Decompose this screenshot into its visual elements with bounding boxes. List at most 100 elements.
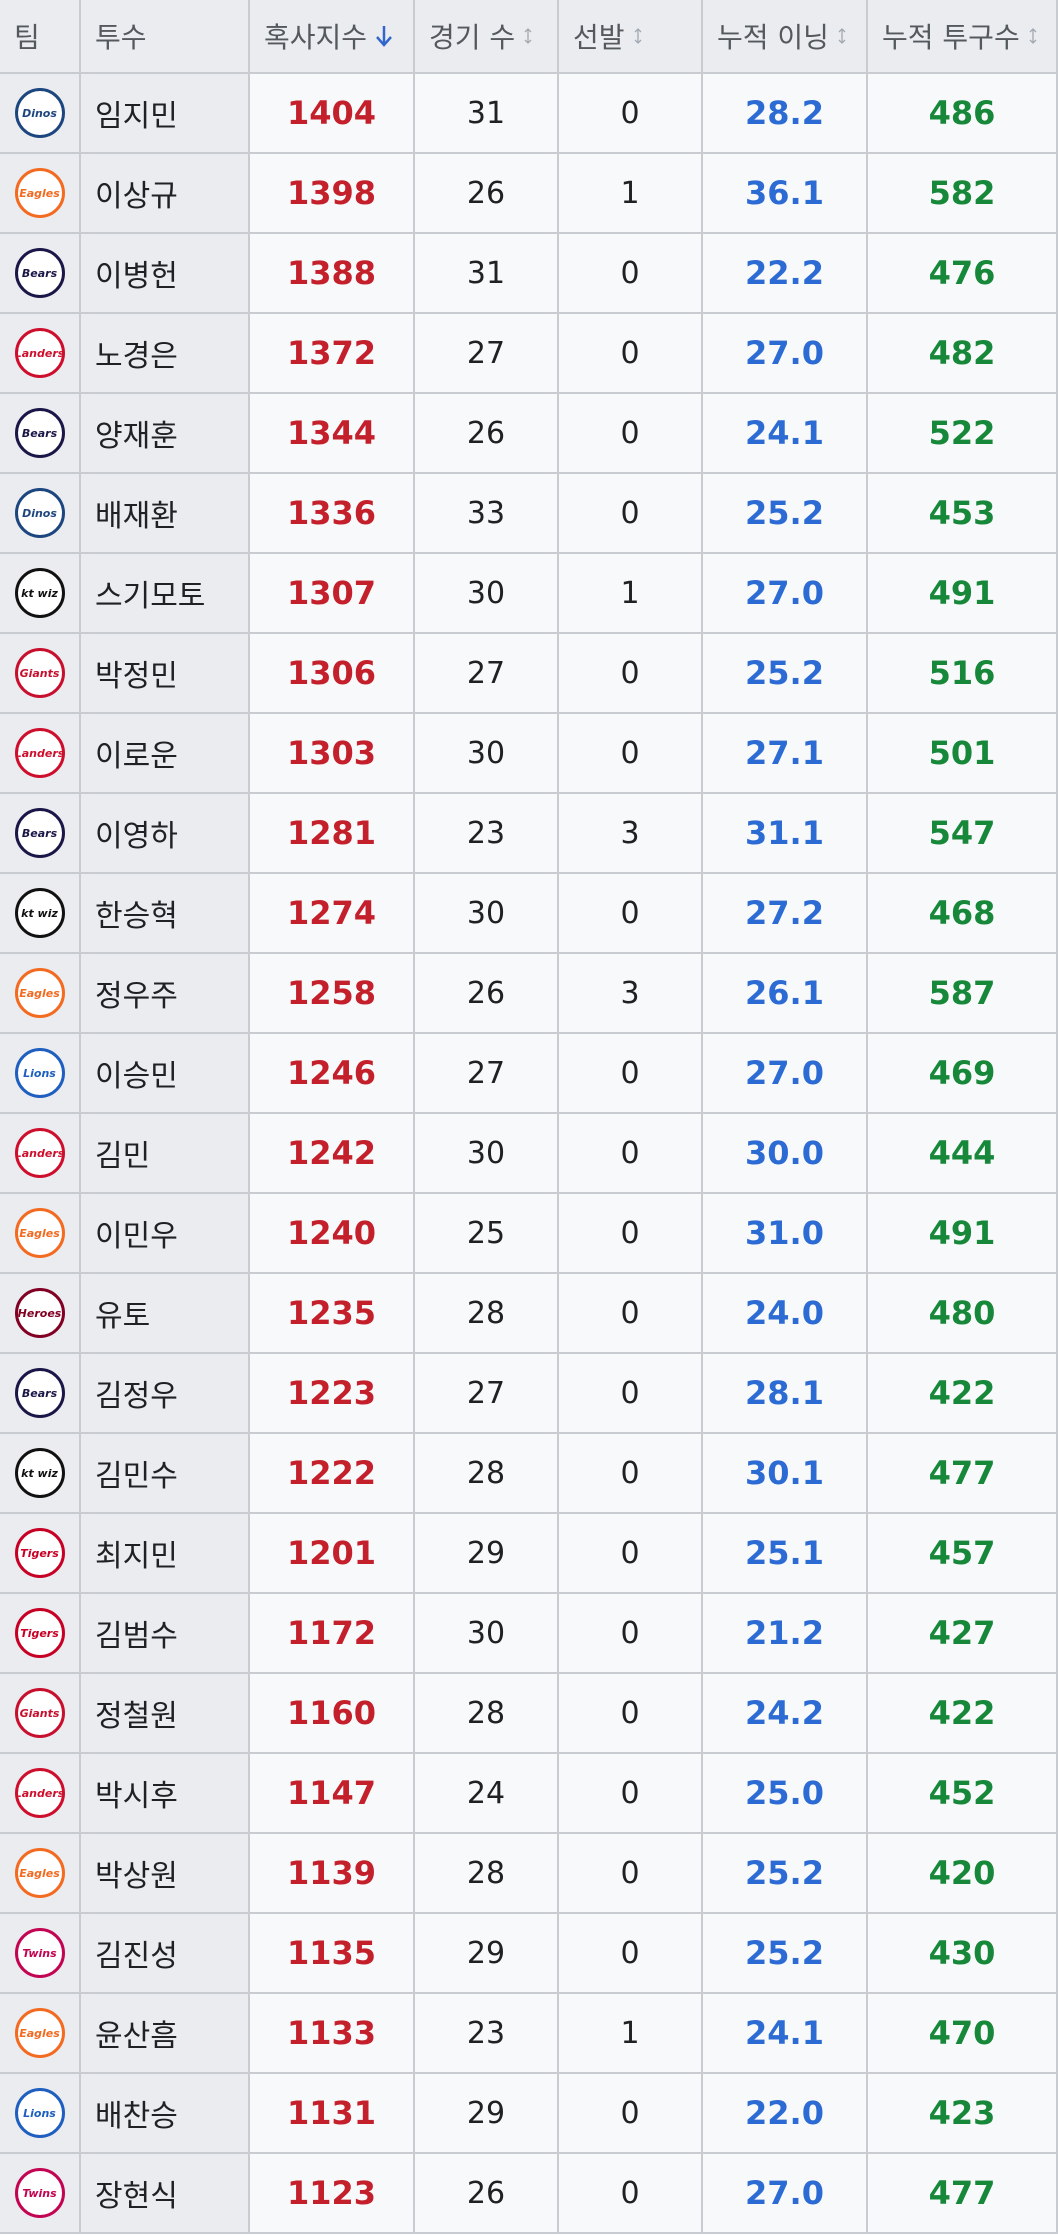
games-cell: 28 — [415, 1834, 559, 1914]
innings-cell: 30.1 — [703, 1434, 868, 1514]
pitcher-name: 배찬승 — [81, 2074, 250, 2154]
innings-cell: 24.1 — [703, 1994, 868, 2074]
games-cell: 26 — [415, 2154, 559, 2234]
team-logo: Eagles — [14, 968, 65, 1018]
team-cell: Giants — [0, 634, 81, 714]
pitches-cell: 480 — [868, 1274, 1058, 1354]
starts-cell: 0 — [559, 1274, 703, 1354]
starts-cell: 0 — [559, 1674, 703, 1754]
index-cell: 1135 — [250, 1914, 415, 1994]
games-cell: 27 — [415, 634, 559, 714]
pitches-cell: 452 — [868, 1754, 1058, 1834]
team-logo: Landers — [14, 1768, 65, 1818]
games-cell: 24 — [415, 1754, 559, 1834]
innings-cell: 25.2 — [703, 634, 868, 714]
team-logo: Eagles — [14, 1208, 65, 1258]
team-cell: Tigers — [0, 1514, 81, 1594]
pitches-cell: 470 — [868, 1994, 1058, 2074]
team-cell: Bears — [0, 394, 81, 474]
games-cell: 26 — [415, 954, 559, 1034]
pitcher-name: 스기모토 — [81, 554, 250, 634]
games-cell: 23 — [415, 794, 559, 874]
pitches-cell: 587 — [868, 954, 1058, 1034]
index-cell: 1336 — [250, 474, 415, 554]
index-cell: 1372 — [250, 314, 415, 394]
games-cell: 27 — [415, 314, 559, 394]
team-logo: Landers — [14, 1128, 65, 1178]
team-logo: Landers — [14, 728, 65, 778]
games-cell: 26 — [415, 394, 559, 474]
pitches-cell: 501 — [868, 714, 1058, 794]
pitcher-name: 박시후 — [81, 1754, 250, 1834]
starts-cell: 0 — [559, 314, 703, 394]
games-cell: 30 — [415, 1114, 559, 1194]
starts-cell: 1 — [559, 554, 703, 634]
games-cell: 31 — [415, 74, 559, 154]
team-logo: Bears — [14, 1368, 65, 1418]
innings-cell: 24.2 — [703, 1674, 868, 1754]
starts-cell: 0 — [559, 1914, 703, 1994]
pitcher-name: 노경은 — [81, 314, 250, 394]
team-cell: Landers — [0, 314, 81, 394]
pitches-cell: 422 — [868, 1674, 1058, 1754]
games-cell: 31 — [415, 234, 559, 314]
team-cell: Heroes — [0, 1274, 81, 1354]
innings-cell: 22.2 — [703, 234, 868, 314]
innings-cell: 25.2 — [703, 1914, 868, 1994]
starts-cell: 0 — [559, 1594, 703, 1674]
innings-cell: 36.1 — [703, 154, 868, 234]
innings-cell: 27.1 — [703, 714, 868, 794]
team-logo: kt wiz — [14, 1448, 65, 1498]
team-cell: Twins — [0, 1914, 81, 1994]
team-cell: Bears — [0, 234, 81, 314]
sort-desc-icon — [376, 26, 392, 47]
innings-cell: 21.2 — [703, 1594, 868, 1674]
innings-cell: 25.0 — [703, 1754, 868, 1834]
index-cell: 1246 — [250, 1034, 415, 1114]
games-cell: 25 — [415, 1194, 559, 1274]
innings-cell: 28.2 — [703, 74, 868, 154]
team-cell: Dinos — [0, 474, 81, 554]
header-cell[interactable]: 투수 — [81, 0, 250, 74]
team-cell: Bears — [0, 794, 81, 874]
innings-cell: 28.1 — [703, 1354, 868, 1434]
games-cell: 23 — [415, 1994, 559, 2074]
header-text: 선발 — [573, 21, 625, 54]
innings-cell: 31.1 — [703, 794, 868, 874]
team-logo: Dinos — [14, 488, 65, 538]
header-cell[interactable]: 누적 투구수 — [868, 0, 1058, 74]
header-cell[interactable]: 팀 — [0, 0, 81, 74]
team-cell: Bears — [0, 1354, 81, 1434]
starts-cell: 0 — [559, 1194, 703, 1274]
header-cell[interactable]: 누적 이닝 — [703, 0, 868, 74]
innings-cell: 25.1 — [703, 1514, 868, 1594]
header-cell[interactable]: 선발 — [559, 0, 703, 74]
header-text: 누적 투구수 — [882, 21, 1020, 54]
starts-cell: 0 — [559, 1034, 703, 1114]
pitcher-name: 김진성 — [81, 1914, 250, 1994]
games-cell: 29 — [415, 1914, 559, 1994]
innings-cell: 26.1 — [703, 954, 868, 1034]
pitches-cell: 422 — [868, 1354, 1058, 1434]
pitches-cell: 522 — [868, 394, 1058, 474]
starts-cell: 0 — [559, 874, 703, 954]
header-cell[interactable]: 혹사지수 — [250, 0, 415, 74]
pitches-cell: 444 — [868, 1114, 1058, 1194]
starts-cell: 0 — [559, 1114, 703, 1194]
team-cell: kt wiz — [0, 554, 81, 634]
innings-cell: 27.0 — [703, 2154, 868, 2234]
team-logo: Dinos — [14, 88, 65, 138]
innings-cell: 25.2 — [703, 474, 868, 554]
pitcher-name: 배재환 — [81, 474, 250, 554]
pitches-cell: 516 — [868, 634, 1058, 714]
header-cell[interactable]: 경기 수 — [415, 0, 559, 74]
team-cell: Eagles — [0, 954, 81, 1034]
pitcher-name: 임지민 — [81, 74, 250, 154]
index-cell: 1131 — [250, 2074, 415, 2154]
games-cell: 29 — [415, 1514, 559, 1594]
pitcher-name: 이민우 — [81, 1194, 250, 1274]
team-cell: Lions — [0, 2074, 81, 2154]
team-logo: Tigers — [14, 1528, 65, 1578]
pitches-cell: 477 — [868, 2154, 1058, 2234]
